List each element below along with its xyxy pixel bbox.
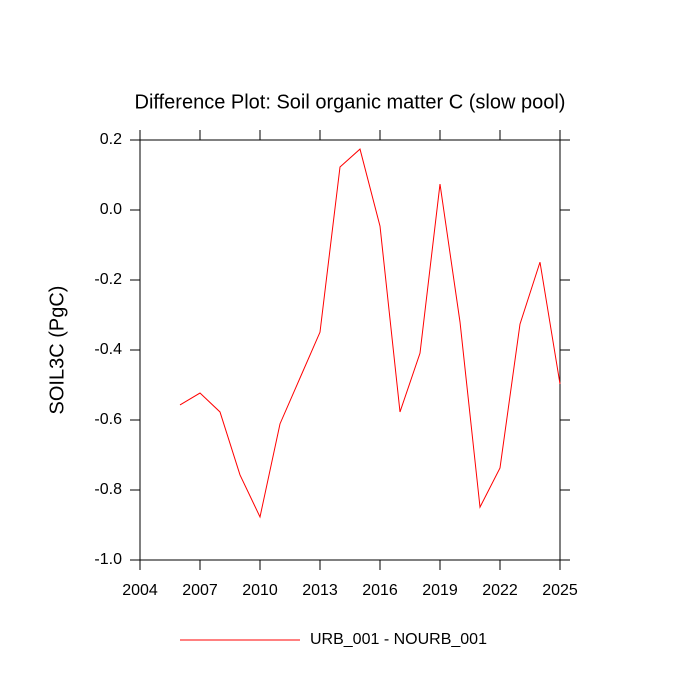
plot-frame xyxy=(139,139,561,561)
legend-label: URB_001 - NOURB_001 xyxy=(310,631,487,648)
x-tick-label: 2004 xyxy=(122,582,158,599)
x-tick-label: 2013 xyxy=(302,582,338,599)
y-tick-label: -0.6 xyxy=(94,411,122,428)
x-tick-label: 2016 xyxy=(362,582,398,599)
y-tick-label: 0.2 xyxy=(100,131,122,148)
x-tick-label: 2022 xyxy=(482,582,518,599)
y-tick-label: -0.4 xyxy=(94,341,122,358)
x-tick-label: 2019 xyxy=(422,582,458,599)
x-tick-label: 2010 xyxy=(242,582,278,599)
y-tick-label: 0.0 xyxy=(100,201,122,218)
y-axis-label: SOIL3C (PgC) xyxy=(46,286,68,415)
x-tick-label: 2025 xyxy=(542,582,578,599)
y-tick-label: -0.2 xyxy=(94,271,122,288)
y-tick-label: -1.0 xyxy=(94,551,122,568)
chart-title: Difference Plot: Soil organic matter C (… xyxy=(135,91,566,113)
x-tick-label: 2007 xyxy=(182,582,218,599)
data-line xyxy=(179,148,561,519)
y-tick-label: -0.8 xyxy=(94,481,122,498)
